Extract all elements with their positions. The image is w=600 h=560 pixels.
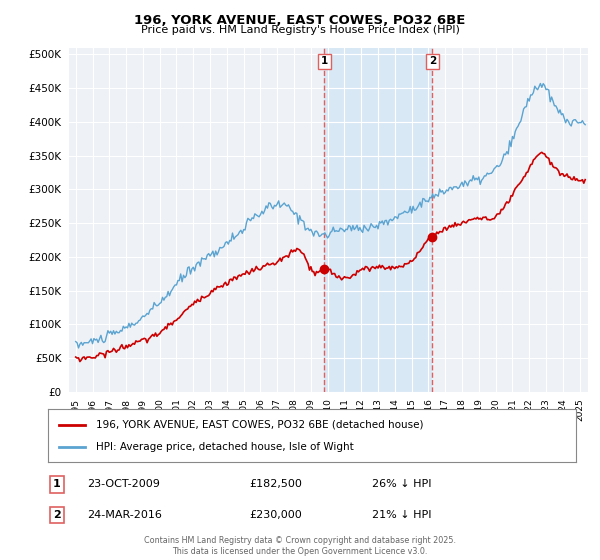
Text: 26% ↓ HPI: 26% ↓ HPI — [372, 479, 431, 489]
Text: 23-OCT-2009: 23-OCT-2009 — [87, 479, 160, 489]
Text: 2: 2 — [53, 510, 61, 520]
Text: 196, YORK AVENUE, EAST COWES, PO32 6BE (detached house): 196, YORK AVENUE, EAST COWES, PO32 6BE (… — [95, 420, 423, 430]
Text: HPI: Average price, detached house, Isle of Wight: HPI: Average price, detached house, Isle… — [95, 442, 353, 452]
Text: 21% ↓ HPI: 21% ↓ HPI — [372, 510, 431, 520]
Bar — [325, 48, 433, 392]
Text: 24-MAR-2016: 24-MAR-2016 — [87, 510, 162, 520]
Text: 196, YORK AVENUE, EAST COWES, PO32 6BE: 196, YORK AVENUE, EAST COWES, PO32 6BE — [134, 14, 466, 27]
Text: £182,500: £182,500 — [249, 479, 302, 489]
Text: Price paid vs. HM Land Registry's House Price Index (HPI): Price paid vs. HM Land Registry's House … — [140, 25, 460, 35]
Text: 1: 1 — [53, 479, 61, 489]
Text: 2: 2 — [428, 56, 436, 66]
Text: Contains HM Land Registry data © Crown copyright and database right 2025.
This d: Contains HM Land Registry data © Crown c… — [144, 536, 456, 556]
Text: £230,000: £230,000 — [249, 510, 302, 520]
Text: 1: 1 — [321, 56, 328, 66]
